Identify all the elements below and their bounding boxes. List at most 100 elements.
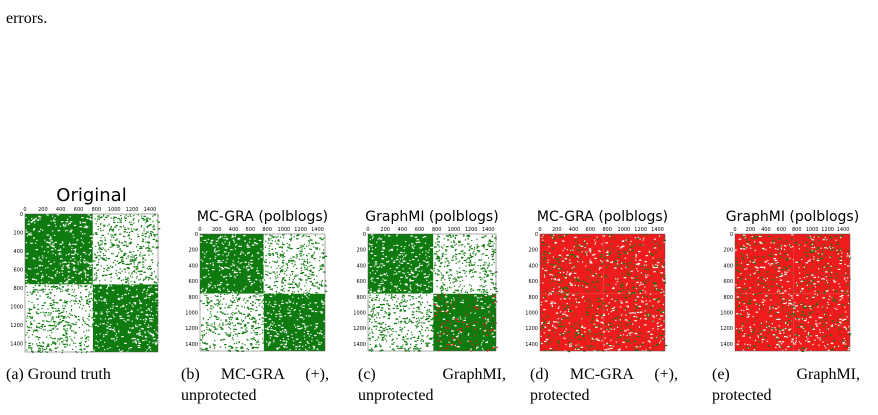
pixel — [202, 335, 204, 337]
pixel — [141, 234, 143, 237]
pixel — [577, 301, 581, 304]
pixel — [48, 281, 50, 283]
pixel — [51, 337, 53, 340]
pixel — [272, 293, 274, 295]
pixel — [487, 349, 490, 351]
pixel — [542, 324, 545, 327]
pixel — [309, 273, 311, 275]
pixel — [659, 342, 661, 344]
pixel — [207, 238, 209, 241]
pixel — [619, 319, 621, 321]
pixel — [642, 342, 644, 344]
pixel — [222, 338, 226, 341]
pixel — [55, 326, 57, 328]
y-tick-label: 600 — [356, 279, 366, 285]
pixel — [385, 293, 387, 296]
pixel — [103, 348, 106, 351]
pixel — [120, 256, 124, 258]
pixel — [585, 314, 589, 316]
pixel — [301, 327, 303, 329]
pixel — [258, 305, 260, 307]
pixel — [551, 304, 553, 306]
pixel — [227, 323, 230, 325]
pixel — [615, 299, 619, 301]
pixel — [650, 337, 653, 339]
pixel — [74, 252, 77, 254]
pixel — [57, 309, 60, 312]
pixel — [115, 255, 118, 258]
pixel — [129, 275, 132, 277]
pixel — [211, 269, 215, 271]
pixel — [448, 341, 450, 343]
pixel — [578, 330, 580, 332]
pixel — [274, 248, 277, 250]
pixel — [305, 235, 307, 237]
pixel — [51, 245, 54, 247]
pixel — [607, 250, 609, 252]
pixel — [114, 340, 116, 342]
pixel — [416, 275, 418, 277]
pixel — [597, 277, 599, 279]
pixel — [582, 295, 585, 297]
pixel — [610, 322, 612, 325]
pixel — [139, 254, 141, 256]
pixel — [470, 312, 472, 314]
pixel — [83, 271, 87, 273]
pixel — [430, 286, 432, 288]
pixel — [272, 305, 274, 308]
pixel — [36, 312, 38, 314]
pixel — [374, 261, 378, 263]
pixel — [470, 269, 473, 271]
pixel — [421, 297, 423, 299]
pixel — [662, 331, 664, 333]
pixel — [605, 283, 607, 285]
pixel — [473, 246, 475, 249]
pixel — [478, 251, 480, 253]
pixel — [265, 273, 267, 275]
pixel — [448, 339, 450, 341]
pixel — [139, 283, 141, 285]
pixel — [131, 260, 135, 262]
pixel — [637, 318, 639, 320]
y-tick-label: 400 — [528, 263, 538, 269]
pixel — [637, 336, 640, 338]
pixel — [68, 253, 71, 255]
pixel — [377, 290, 381, 293]
pixel — [247, 339, 249, 341]
pixel — [234, 312, 238, 314]
pixel — [151, 273, 153, 275]
pixel — [636, 237, 640, 240]
pixel — [242, 313, 246, 316]
pixel — [212, 326, 216, 328]
pixel — [606, 260, 609, 262]
pixel — [87, 214, 90, 216]
pixel — [44, 288, 46, 291]
pixel — [454, 280, 457, 282]
pixel — [147, 225, 151, 227]
pixel — [638, 264, 640, 266]
pixel — [201, 341, 204, 344]
pixel — [391, 294, 393, 296]
pixel — [494, 249, 496, 251]
pixel — [245, 286, 247, 288]
pixel — [157, 221, 161, 223]
pixel — [418, 336, 420, 338]
pixel — [389, 267, 392, 270]
pixel — [299, 345, 301, 347]
pixel — [250, 267, 253, 269]
pixel — [395, 331, 397, 333]
pixel — [234, 301, 236, 304]
pixel — [257, 270, 259, 272]
pixel — [401, 299, 403, 301]
pixel — [318, 288, 320, 290]
pixel — [606, 259, 608, 261]
pixel — [74, 250, 77, 252]
pixel — [468, 325, 470, 327]
pixel — [416, 242, 418, 244]
pixel — [454, 301, 456, 303]
pixel — [129, 260, 133, 262]
pixel — [403, 295, 405, 297]
pixel — [594, 243, 596, 245]
pixel — [383, 279, 387, 281]
pixel — [55, 225, 57, 227]
